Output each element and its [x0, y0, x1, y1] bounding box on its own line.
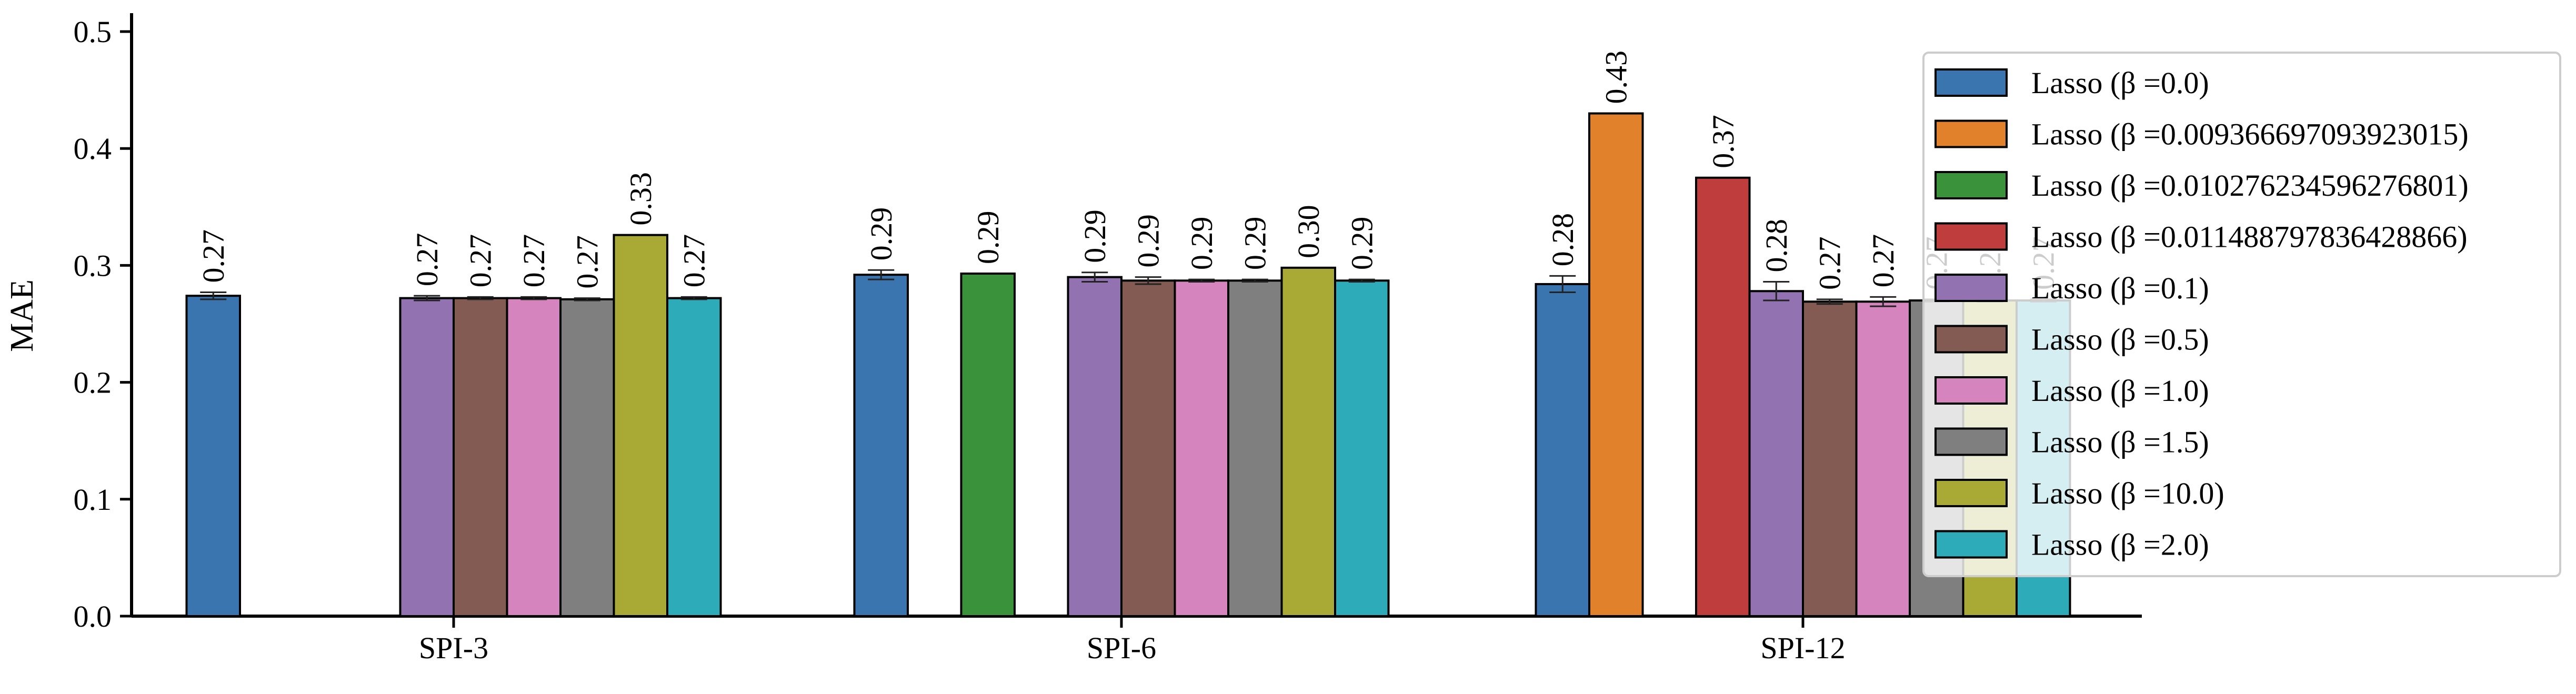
y-tick-label: 0.5	[74, 15, 112, 49]
legend-label: Lasso (β =0.5)	[2031, 323, 2209, 357]
bar	[1174, 279, 1229, 617]
bar	[1588, 112, 1644, 618]
legend: Lasso (β =0.0) Lasso (β =0.00936669709392…	[1922, 52, 2561, 577]
legend-label: Lasso (β =0.010276234596276801)	[2031, 168, 2469, 203]
legend-label: Lasso (β =0.009366697093923015)	[2031, 117, 2469, 152]
bar	[1748, 290, 1804, 617]
bar-value-label: 0.28	[1759, 219, 1793, 273]
bar-labels-layer: 0.27 0.29 0.28 0.43 0.29 0.37 0.27 0.29 0.28 0.27…	[196, 51, 2061, 290]
bar-value-label: 0.28	[1546, 213, 1580, 267]
bar	[1695, 176, 1751, 617]
bar-value-label: 0.29	[1238, 217, 1272, 270]
bar-value-label: 0.27	[464, 234, 498, 288]
bar-value-label: 0.27	[517, 234, 551, 288]
legend-swatch	[1934, 376, 2008, 405]
legend-swatch	[1934, 68, 2008, 97]
bar	[559, 298, 615, 617]
bar-value-label: 0.29	[1078, 209, 1112, 263]
bar-value-label: 0.27	[1866, 234, 1900, 288]
bar	[1334, 279, 1390, 617]
bar	[1227, 279, 1283, 617]
bar	[666, 297, 722, 617]
bar-value-label: 0.29	[1345, 217, 1379, 270]
bar	[506, 297, 562, 617]
y-tick-label: 0.0	[74, 599, 112, 633]
legend-swatch	[1934, 427, 2008, 456]
legend-label: Lasso (β =0.1)	[2031, 271, 2209, 305]
x-tick-label: SPI-6	[1087, 631, 1156, 665]
bar	[453, 297, 508, 617]
bar-value-label: 0.33	[624, 172, 658, 226]
bar-value-label: 0.27	[1813, 236, 1847, 290]
legend-label: Lasso (β =1.0)	[2031, 374, 2209, 408]
legend-label: Lasso (β =10.0)	[2031, 476, 2224, 510]
legend-label: Lasso (β =2.0)	[2031, 528, 2209, 562]
bar	[1280, 266, 1336, 617]
bars-layer	[185, 112, 2071, 618]
legend-swatch	[1934, 325, 2008, 354]
bar-value-label: 0.29	[1185, 217, 1219, 270]
legend-box	[1922, 52, 2561, 577]
bar-value-label: 0.43	[1599, 51, 1633, 104]
bar-value-label: 0.29	[971, 210, 1005, 264]
bar-value-label: 0.27	[196, 229, 230, 283]
bar	[399, 297, 455, 617]
legend-swatch	[1934, 274, 2008, 302]
legend-swatch	[1934, 530, 2008, 559]
bar-value-label: 0.37	[1706, 115, 1740, 168]
y-tick-label: 0.2	[74, 366, 112, 400]
bar	[853, 274, 909, 617]
bar	[1120, 279, 1176, 617]
bar-value-label: 0.29	[1131, 214, 1166, 268]
bar-value-label: 0.30	[1291, 205, 1326, 258]
bar	[185, 295, 241, 617]
x-tick-label: SPI-12	[1760, 631, 1845, 665]
bar-value-label: 0.29	[864, 207, 898, 261]
bar	[1535, 283, 1590, 617]
bar	[1855, 300, 1911, 617]
bar	[613, 234, 668, 617]
bar-value-label: 0.27	[410, 233, 444, 287]
x-tick-label: SPI-3	[419, 631, 488, 665]
bar	[1802, 300, 1858, 617]
legend-label: Lasso (β =0.0)	[2031, 66, 2209, 100]
legend-swatch	[1934, 119, 2008, 148]
bar-value-label: 0.27	[570, 235, 605, 289]
y-tick-label: 0.1	[74, 482, 112, 517]
y-tick-label: 0.3	[74, 248, 112, 283]
legend-swatch	[1934, 171, 2008, 199]
legend-swatch	[1934, 222, 2008, 251]
legend-label: Lasso (β =1.5)	[2031, 425, 2209, 459]
y-tick-label: 0.4	[74, 132, 112, 166]
bar	[1067, 276, 1122, 617]
legend-swatch	[1934, 479, 2008, 507]
y-axis-label: MAE	[4, 279, 40, 352]
legend-label: Lasso (β =0.011488797836428866)	[2031, 220, 2468, 254]
bar	[960, 272, 1016, 617]
bar-value-label: 0.27	[677, 234, 711, 288]
